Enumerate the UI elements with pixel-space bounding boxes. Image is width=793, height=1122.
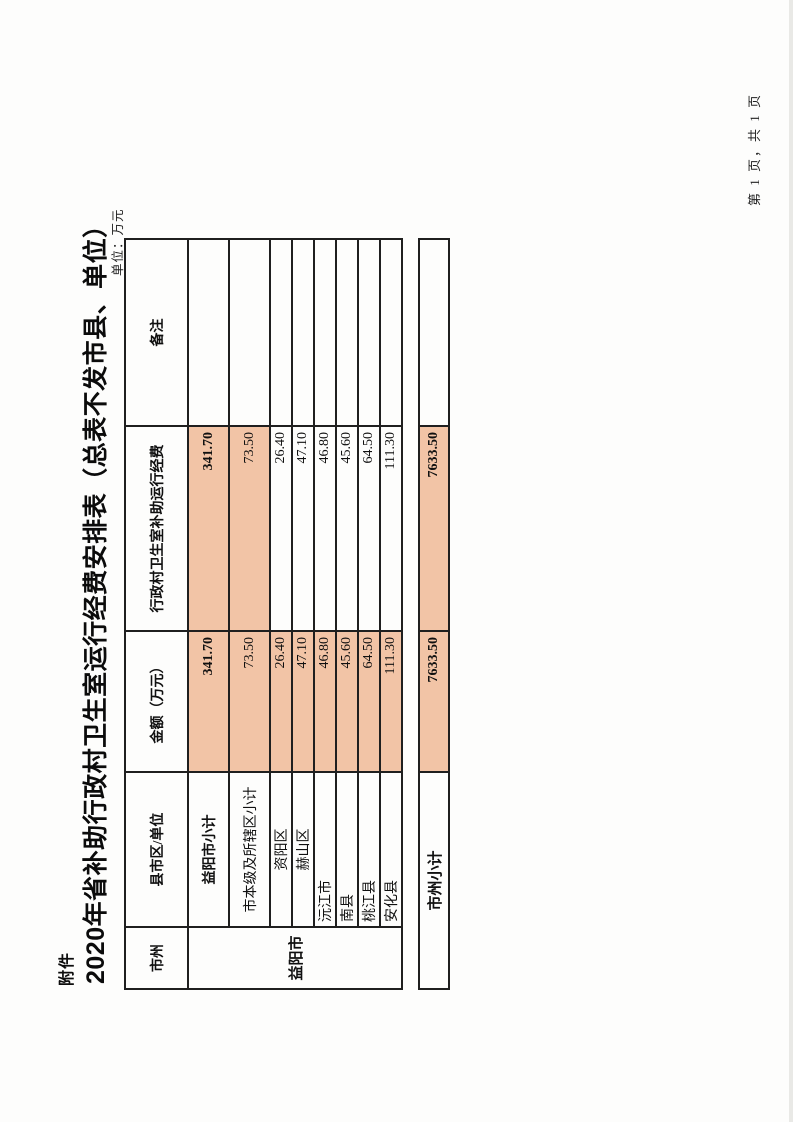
header-row: 市州 县市区/单位 金额（万元） 行政村卫生室补助运行经费 备注 [125, 239, 188, 989]
fund-cell: 47.10 [292, 426, 314, 631]
county-cell: 南县 [336, 772, 358, 927]
grand-total-remark [419, 239, 449, 426]
remark-cell [358, 239, 380, 426]
amount-cell: 73.50 [229, 631, 270, 772]
header-remark: 备注 [125, 239, 188, 426]
scan-edge-shadow [789, 0, 793, 1122]
county-cell: 沅江市 [314, 772, 336, 927]
fund-cell: 45.60 [336, 426, 358, 631]
amount-cell: 45.60 [336, 631, 358, 772]
city-group-cell: 益阳市 [188, 927, 402, 989]
fund-cell: 64.50 [358, 426, 380, 631]
county-cell: 赫山区 [292, 772, 314, 927]
county-cell: 安化县 [380, 772, 402, 927]
remark-cell [314, 239, 336, 426]
table-row: 南县 45.60 45.60 [336, 239, 358, 989]
grand-total-row: 市州小计 7633.50 7633.50 [419, 239, 449, 989]
amount-cell: 341.70 [188, 631, 229, 772]
table-row: 沅江市 46.80 46.80 [314, 239, 336, 989]
grand-total-label: 市州小计 [419, 772, 449, 989]
amount-cell: 111.30 [380, 631, 402, 772]
table-row: 资阳区 26.40 26.40 [270, 239, 292, 989]
header-city: 市州 [125, 927, 188, 989]
table-row: 益阳市 益阳市小计 341.70 341.70 [188, 239, 402, 989]
remark-cell [292, 239, 314, 426]
remark-cell [188, 239, 229, 426]
header-county: 县市区/单位 [125, 772, 188, 927]
attachment-label: 附件 [59, 951, 76, 986]
table-row: 桃江县 64.50 64.50 [358, 239, 380, 989]
amount-cell: 26.40 [270, 631, 292, 772]
county-cell: 资阳区 [270, 772, 292, 927]
remark-cell [229, 239, 270, 426]
county-cell: 益阳市小计 [188, 772, 229, 927]
grand-total-table: 市州小计 7633.50 7633.50 [418, 238, 450, 990]
county-cell: 市本级及所辖区小计 [229, 772, 270, 927]
fund-cell: 73.50 [229, 426, 270, 631]
fund-cell: 341.70 [188, 426, 229, 631]
allocation-table: 市州 县市区/单位 金额（万元） 行政村卫生室补助运行经费 备注 益阳市 益阳市… [124, 238, 403, 990]
amount-cell: 64.50 [358, 631, 380, 772]
header-amount: 金额（万元） [125, 631, 188, 772]
remark-cell [336, 239, 358, 426]
table-row: 市本级及所辖区小计 73.50 73.50 [229, 239, 270, 989]
fund-cell: 46.80 [314, 426, 336, 631]
table-row: 赫山区 47.10 47.10 [292, 239, 314, 989]
document-title: 2020年省补助行政村卫生室运行经费安排表（总表不发市县、单位） [82, 212, 110, 984]
fund-cell: 111.30 [380, 426, 402, 631]
remark-cell [380, 239, 402, 426]
grand-total-fund: 7633.50 [419, 426, 449, 631]
amount-cell: 46.80 [314, 631, 336, 772]
remark-cell [270, 239, 292, 426]
page-number-footer: 第 1 页，共 1 页 [747, 92, 762, 206]
header-fund: 行政村卫生室补助运行经费 [125, 426, 188, 631]
grand-total-amount: 7633.50 [419, 631, 449, 772]
table-row: 安化县 111.30 111.30 [380, 239, 402, 989]
fund-cell: 26.40 [270, 426, 292, 631]
county-cell: 桃江县 [358, 772, 380, 927]
amount-cell: 47.10 [292, 631, 314, 772]
